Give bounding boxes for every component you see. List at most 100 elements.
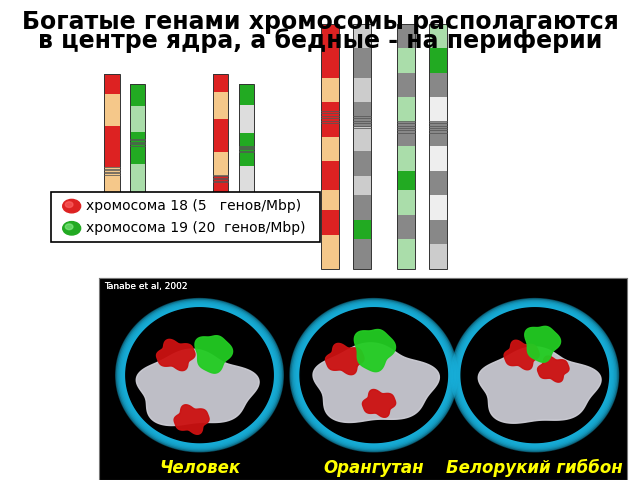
- Polygon shape: [130, 312, 269, 439]
- Polygon shape: [294, 302, 453, 448]
- Bar: [130, 193, 145, 214]
- Polygon shape: [120, 302, 279, 448]
- Bar: [104, 74, 120, 223]
- Polygon shape: [294, 302, 454, 448]
- Polygon shape: [126, 308, 273, 443]
- Bar: [353, 78, 371, 102]
- Polygon shape: [455, 302, 614, 448]
- Bar: [130, 84, 145, 214]
- Bar: [213, 119, 228, 152]
- Polygon shape: [293, 301, 454, 449]
- Polygon shape: [463, 310, 607, 441]
- Polygon shape: [452, 300, 618, 451]
- Polygon shape: [457, 304, 613, 446]
- Polygon shape: [299, 306, 449, 444]
- Polygon shape: [465, 312, 604, 439]
- Bar: [429, 48, 447, 73]
- Bar: [353, 240, 371, 269]
- Bar: [239, 133, 254, 166]
- Bar: [213, 92, 228, 119]
- Bar: [321, 78, 339, 102]
- Bar: [429, 146, 447, 171]
- Bar: [397, 122, 415, 146]
- Polygon shape: [454, 301, 616, 449]
- Text: в центре ядра, а бедные - на периферии: в центре ядра, а бедные - на периферии: [38, 28, 602, 53]
- Bar: [104, 208, 120, 223]
- Bar: [429, 171, 447, 195]
- Polygon shape: [297, 305, 451, 445]
- Bar: [429, 73, 447, 97]
- Polygon shape: [299, 307, 449, 444]
- Bar: [321, 210, 339, 235]
- Polygon shape: [122, 304, 277, 446]
- Polygon shape: [126, 308, 273, 443]
- Polygon shape: [117, 300, 282, 450]
- Bar: [397, 171, 415, 191]
- Bar: [353, 176, 371, 195]
- Polygon shape: [120, 303, 278, 447]
- Polygon shape: [129, 310, 271, 440]
- Bar: [353, 24, 371, 48]
- Polygon shape: [296, 304, 452, 446]
- Polygon shape: [125, 307, 275, 444]
- Bar: [239, 84, 254, 214]
- Polygon shape: [122, 304, 278, 446]
- Bar: [429, 244, 447, 269]
- Bar: [429, 24, 447, 269]
- Bar: [353, 220, 371, 240]
- Bar: [239, 105, 254, 133]
- Polygon shape: [124, 306, 275, 444]
- Polygon shape: [461, 308, 608, 443]
- Bar: [213, 176, 228, 208]
- Polygon shape: [355, 329, 396, 372]
- Polygon shape: [453, 301, 616, 450]
- Polygon shape: [290, 299, 458, 452]
- Polygon shape: [124, 306, 275, 444]
- Bar: [397, 73, 415, 97]
- Bar: [397, 24, 415, 48]
- Polygon shape: [304, 312, 444, 439]
- Polygon shape: [295, 303, 452, 447]
- Polygon shape: [525, 326, 561, 362]
- Polygon shape: [291, 300, 457, 451]
- Polygon shape: [362, 389, 396, 417]
- Bar: [321, 102, 339, 137]
- Bar: [239, 198, 254, 214]
- Polygon shape: [451, 299, 618, 452]
- Polygon shape: [125, 307, 274, 443]
- Text: Богатые генами хромосомы располагаются: Богатые генами хромосомы располагаются: [22, 10, 618, 34]
- Polygon shape: [461, 308, 609, 443]
- Polygon shape: [460, 307, 610, 444]
- Bar: [429, 220, 447, 244]
- Polygon shape: [118, 301, 280, 449]
- Bar: [429, 195, 447, 220]
- Polygon shape: [456, 304, 613, 447]
- Polygon shape: [129, 311, 270, 439]
- Bar: [397, 215, 415, 240]
- Bar: [104, 74, 120, 94]
- Bar: [239, 166, 254, 198]
- Polygon shape: [460, 306, 610, 444]
- Polygon shape: [296, 304, 452, 447]
- Bar: [104, 126, 120, 167]
- Polygon shape: [300, 307, 448, 443]
- Polygon shape: [127, 309, 272, 442]
- Polygon shape: [465, 311, 605, 439]
- Text: хромосома 19 (20  генов/Mbp): хромосома 19 (20 генов/Mbp): [86, 221, 306, 235]
- Bar: [213, 74, 228, 92]
- Text: Tanabe et al, 2002: Tanabe et al, 2002: [104, 282, 188, 291]
- Bar: [353, 151, 371, 176]
- Polygon shape: [466, 312, 604, 438]
- Bar: [397, 191, 415, 215]
- Bar: [213, 152, 228, 176]
- Polygon shape: [454, 301, 616, 449]
- Polygon shape: [123, 305, 276, 445]
- Bar: [321, 24, 339, 78]
- Bar: [397, 48, 415, 73]
- Polygon shape: [451, 299, 618, 452]
- Polygon shape: [451, 299, 618, 452]
- Polygon shape: [174, 405, 209, 434]
- Polygon shape: [127, 310, 271, 441]
- Polygon shape: [296, 304, 451, 446]
- Bar: [429, 122, 447, 146]
